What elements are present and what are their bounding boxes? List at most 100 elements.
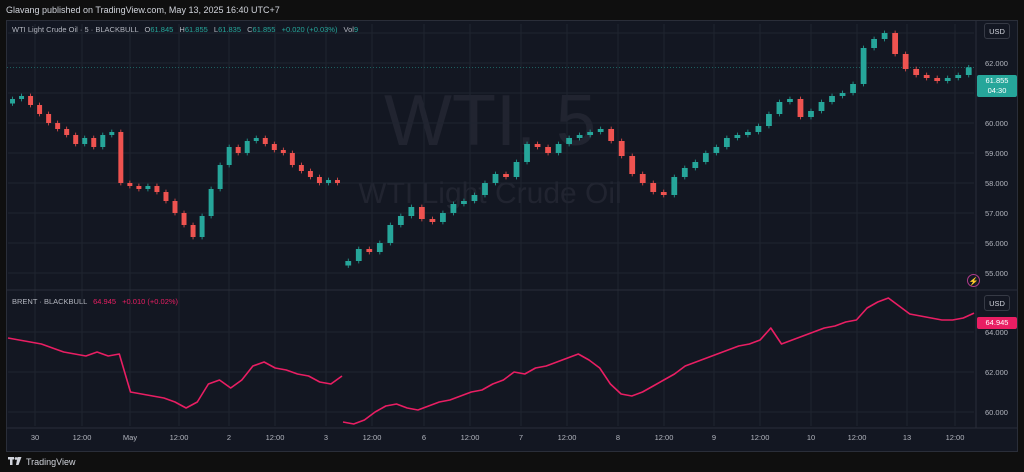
- wti-candle-body: [163, 192, 169, 201]
- wti-candle: [892, 30, 899, 57]
- wti-last-price-tag: 61.855 04:30: [977, 75, 1017, 97]
- wti-candle: [289, 150, 295, 168]
- time-axis: 30 12:00 May 12:00 2 12:00 3 12:00 6 12:00 7 12:00 8…: [31, 433, 965, 442]
- x-tick-label: 12:00: [751, 433, 770, 442]
- wti-candle-body: [109, 132, 115, 135]
- wti-candle-body: [671, 177, 678, 195]
- wti-candle: [127, 180, 133, 189]
- wti-candle-body: [618, 141, 625, 156]
- wti-candle-body: [797, 99, 804, 117]
- wti-candle: [450, 201, 457, 216]
- wti-candle-body: [73, 135, 79, 144]
- wti-candle: [839, 90, 846, 99]
- wti-candle: [744, 129, 751, 138]
- wti-candle-body: [503, 174, 509, 177]
- wti-candle-body: [19, 96, 25, 99]
- wti-candle-body: [316, 177, 322, 183]
- wti-candle-body: [850, 84, 856, 93]
- wti-candle-body: [335, 180, 340, 183]
- wti-candle-body: [576, 135, 583, 138]
- wti-candle: [397, 213, 404, 228]
- volume-value: 9: [353, 25, 359, 34]
- wti-candle: [37, 102, 43, 117]
- wti-candle: [587, 129, 594, 138]
- wti-candle: [955, 72, 962, 81]
- x-tick-label: 12:00: [655, 433, 674, 442]
- wti-candle: [576, 132, 583, 141]
- wti-candle: [253, 135, 259, 144]
- wti-candle-body: [440, 213, 446, 222]
- wti-candle-body: [787, 99, 793, 102]
- wti-y-tick-label: 62.000: [985, 59, 1008, 68]
- brent-series-line: [7, 337, 343, 409]
- wti-candle: [163, 189, 169, 204]
- wti-candle: [408, 204, 415, 219]
- wti-candle-body: [450, 204, 457, 213]
- wti-candle: [19, 93, 25, 102]
- wti-candle-body: [376, 243, 383, 252]
- wti-candle-body: [408, 207, 415, 216]
- wti-candle: [965, 64, 972, 78]
- wti-candle-body: [892, 33, 899, 54]
- wti-candle-body: [136, 186, 142, 189]
- wti-candle: [118, 129, 124, 186]
- high-value: 61.855: [184, 25, 208, 34]
- wti-candle-body: [253, 138, 259, 141]
- wti-candle-body: [944, 78, 951, 81]
- wti-candle: [608, 126, 615, 144]
- wti-candle-body: [46, 114, 52, 123]
- open-value: 61.845: [150, 25, 174, 34]
- lightning-icon[interactable]: ⚡: [967, 274, 980, 287]
- x-tick-label: 12:00: [848, 433, 867, 442]
- wti-candle-body: [127, 183, 133, 186]
- volume-label: Vol: [343, 25, 354, 34]
- wti-candle-body: [524, 144, 530, 162]
- wti-candle: [64, 126, 70, 138]
- x-tick-label: 12:00: [266, 433, 285, 442]
- wti-candle-body: [660, 192, 667, 195]
- x-tick-label: 30: [31, 433, 39, 442]
- wti-candle: [355, 246, 362, 264]
- wti-candle-body: [91, 138, 97, 147]
- wti-candle: [713, 144, 720, 156]
- close-label: C: [247, 25, 253, 34]
- wti-y-tick-label: 57.000: [985, 209, 1008, 218]
- brent-value: 64.945: [93, 297, 117, 306]
- wti-candle: [660, 189, 667, 198]
- wti-candle-body: [734, 135, 741, 138]
- x-tick-label: 13: [903, 433, 911, 442]
- publish-header: Glavang published on TradingView.com, Ma…: [0, 0, 1024, 20]
- wti-candle: [335, 177, 340, 186]
- chart-frame[interactable]: [6, 20, 1018, 452]
- wti-candle: [766, 111, 772, 129]
- currency-button-bottom[interactable]: USD: [984, 295, 1010, 311]
- x-tick-label: 12:00: [946, 433, 965, 442]
- brent-y-tick-label: 64.000: [985, 328, 1008, 337]
- wti-candle-body: [190, 225, 196, 237]
- wti-price-axis: 63.00062.00061.00060.00059.00058.00057.0…: [985, 29, 1008, 278]
- wti-candle: [934, 75, 941, 84]
- wti-candle: [555, 141, 562, 156]
- wti-candle-body: [955, 75, 962, 78]
- wti-candle: [262, 135, 268, 147]
- wti-candle-body: [881, 33, 888, 39]
- x-tick-label: 2: [227, 433, 231, 442]
- wti-candle-body: [860, 48, 867, 84]
- wti-candle: [307, 168, 313, 180]
- wti-candle: [871, 36, 877, 51]
- wti-candle-body: [482, 183, 488, 195]
- wti-candle-body: [923, 75, 930, 78]
- wti-candle: [850, 81, 856, 96]
- wti-candle-body: [471, 195, 478, 201]
- wti-candle: [316, 174, 322, 186]
- low-label: L: [213, 25, 219, 34]
- wti-candle: [345, 258, 352, 268]
- wti-candle-body: [199, 216, 205, 237]
- wti-legend: WTI Light Crude Oil · 5 · BLACKBULL O61.…: [12, 25, 358, 34]
- currency-button-top[interactable]: USD: [984, 23, 1010, 39]
- wti-candle-body: [244, 141, 250, 153]
- wti-candle-body: [839, 93, 846, 96]
- wti-symbol-label: WTI Light Crude Oil · 5 · BLACKBULL: [12, 25, 139, 34]
- wti-candle: [73, 132, 79, 147]
